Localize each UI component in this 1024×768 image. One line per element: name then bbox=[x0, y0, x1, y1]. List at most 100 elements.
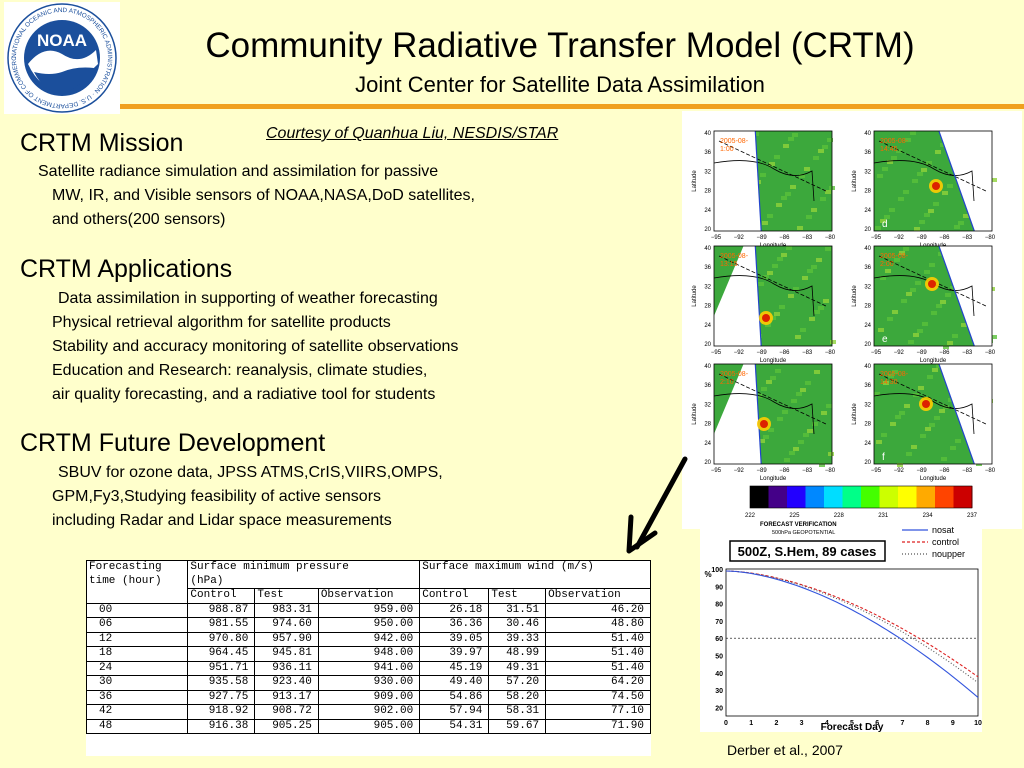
coastline bbox=[713, 275, 815, 317]
map-texture bbox=[918, 386, 924, 390]
colorbar-segment bbox=[898, 486, 917, 508]
lon-tick-label: −95 bbox=[871, 468, 882, 474]
lat-tick-label: 32 bbox=[704, 169, 711, 175]
map-texture bbox=[899, 411, 905, 415]
map-texture bbox=[765, 323, 771, 327]
storm-track bbox=[878, 255, 987, 307]
map-texture bbox=[814, 310, 820, 314]
satellite-swath bbox=[938, 131, 992, 231]
page-subtitle: Joint Center for Satellite Data Assimila… bbox=[355, 72, 765, 97]
map-time-label: 2005-08- bbox=[720, 138, 749, 145]
table-row: 18 964.45 945.81 948.00 39.97 48.99 51.40 bbox=[85, 646, 651, 662]
lat-tick-label: 20 bbox=[704, 460, 711, 466]
y-tick-label: 50 bbox=[715, 653, 723, 660]
y-tick-label: 70 bbox=[715, 619, 723, 626]
applications-line: air quality forecasting, and a radiative… bbox=[52, 386, 436, 403]
map-texture bbox=[887, 317, 893, 321]
lat-tick-label: 40 bbox=[704, 246, 711, 252]
lat-tick-label: 36 bbox=[704, 265, 711, 271]
map-texture bbox=[777, 257, 783, 261]
map-panel-frame bbox=[713, 245, 833, 347]
lon-tick-label: −86 bbox=[779, 468, 790, 474]
map-texture bbox=[772, 264, 778, 268]
table-cell-value: 948.00 bbox=[317, 646, 421, 662]
map-texture bbox=[889, 208, 895, 212]
satellite-swath bbox=[938, 246, 992, 346]
y-tick-label: 100 bbox=[711, 567, 723, 574]
lat-tick-label: 32 bbox=[704, 284, 711, 290]
lon-tick-label: −80 bbox=[825, 235, 836, 241]
lat-tick-label: 20 bbox=[704, 227, 711, 233]
table-row: 36 927.75 913.17 909.00 54.86 58.20 74.50 bbox=[85, 690, 651, 705]
map-texture bbox=[958, 221, 964, 225]
map-texture bbox=[905, 138, 911, 142]
y-axis-label: Latitude bbox=[852, 170, 858, 192]
satellite-swath bbox=[714, 131, 762, 231]
map-time-label: 2005-08- bbox=[880, 253, 909, 260]
lon-tick-label: −92 bbox=[734, 350, 745, 356]
map-texture bbox=[763, 275, 769, 279]
lon-tick-label: −80 bbox=[825, 468, 836, 474]
x-tick-label: 1 bbox=[749, 720, 753, 727]
map-texture bbox=[950, 286, 956, 290]
x-tick-label: 3 bbox=[800, 720, 804, 727]
table-cell-value: 49.40 bbox=[419, 675, 490, 691]
header-surface-wind: Surface maximum wind (m/s) bbox=[419, 560, 651, 589]
x-tick-label: 5 bbox=[850, 720, 854, 727]
lon-tick-label: −89 bbox=[757, 235, 768, 241]
lon-tick-label: −89 bbox=[917, 235, 928, 241]
table-cell-value: 918.92 bbox=[187, 704, 256, 720]
map-texture bbox=[827, 138, 833, 142]
table-cell-hour: 06 bbox=[85, 617, 189, 633]
table-cell-value: 988.87 bbox=[187, 602, 256, 618]
table-cell-value: 941.00 bbox=[317, 661, 421, 676]
table-cell-value: 39.97 bbox=[419, 646, 490, 662]
map-texture bbox=[940, 300, 946, 304]
map-texture bbox=[767, 271, 773, 275]
colorbar-frame bbox=[749, 485, 973, 509]
map-texture bbox=[825, 247, 831, 251]
map-texture bbox=[929, 263, 935, 267]
lat-tick-label: 28 bbox=[704, 422, 711, 428]
table-cell-value: 909.00 bbox=[317, 690, 421, 705]
y-tick-label: 90 bbox=[715, 584, 723, 591]
lon-tick-label: −92 bbox=[734, 468, 745, 474]
header-divider bbox=[120, 104, 1024, 109]
storm-track bbox=[718, 255, 827, 307]
map-texture bbox=[890, 422, 896, 426]
map-texture bbox=[899, 251, 905, 255]
series-line-noupper bbox=[725, 570, 979, 684]
y-tick-label: 60 bbox=[715, 636, 723, 643]
map-texture bbox=[797, 226, 803, 230]
map-texture bbox=[874, 392, 880, 396]
table-cell-value: 64.20 bbox=[545, 675, 651, 691]
table-cell-value: 49.31 bbox=[488, 661, 547, 676]
map-texture bbox=[876, 440, 882, 444]
colorbar-segment bbox=[787, 486, 806, 508]
lon-tick-label: −95 bbox=[871, 350, 882, 356]
lat-tick-label: 20 bbox=[864, 227, 871, 233]
colorbar-segment bbox=[750, 486, 769, 508]
y-tick-label: 40 bbox=[715, 671, 723, 678]
coastline bbox=[873, 160, 975, 202]
chart-header: FORECAST VERIFICATION bbox=[760, 522, 837, 528]
map-texture bbox=[924, 270, 930, 274]
legend-label: control bbox=[932, 537, 959, 547]
subheader-test: Test bbox=[254, 588, 319, 604]
table-row: 24 951.71 936.11 941.00 45.19 49.31 51.40 bbox=[85, 661, 651, 676]
map-texture bbox=[892, 370, 898, 374]
map-texture bbox=[785, 192, 791, 196]
map-texture bbox=[759, 439, 765, 443]
map-texture bbox=[803, 433, 809, 437]
map-texture bbox=[777, 417, 783, 421]
map-texture bbox=[779, 305, 785, 309]
map-texture bbox=[821, 411, 827, 415]
map-texture bbox=[811, 208, 817, 212]
colorbar-segment bbox=[805, 486, 825, 508]
table-cell-value: 959.00 bbox=[317, 602, 421, 618]
table-cell-value: 59.67 bbox=[488, 719, 547, 734]
table-row: 12 970.80 957.90 942.00 39.05 39.33 51.40 bbox=[85, 632, 651, 647]
map-texture bbox=[800, 388, 806, 392]
storm-core bbox=[922, 400, 930, 408]
hurricane-map-panel: 2005-08- 1:00 a 40 36 32 28 24 20 −95 −92 −89 −86 −83… bbox=[682, 111, 1022, 529]
